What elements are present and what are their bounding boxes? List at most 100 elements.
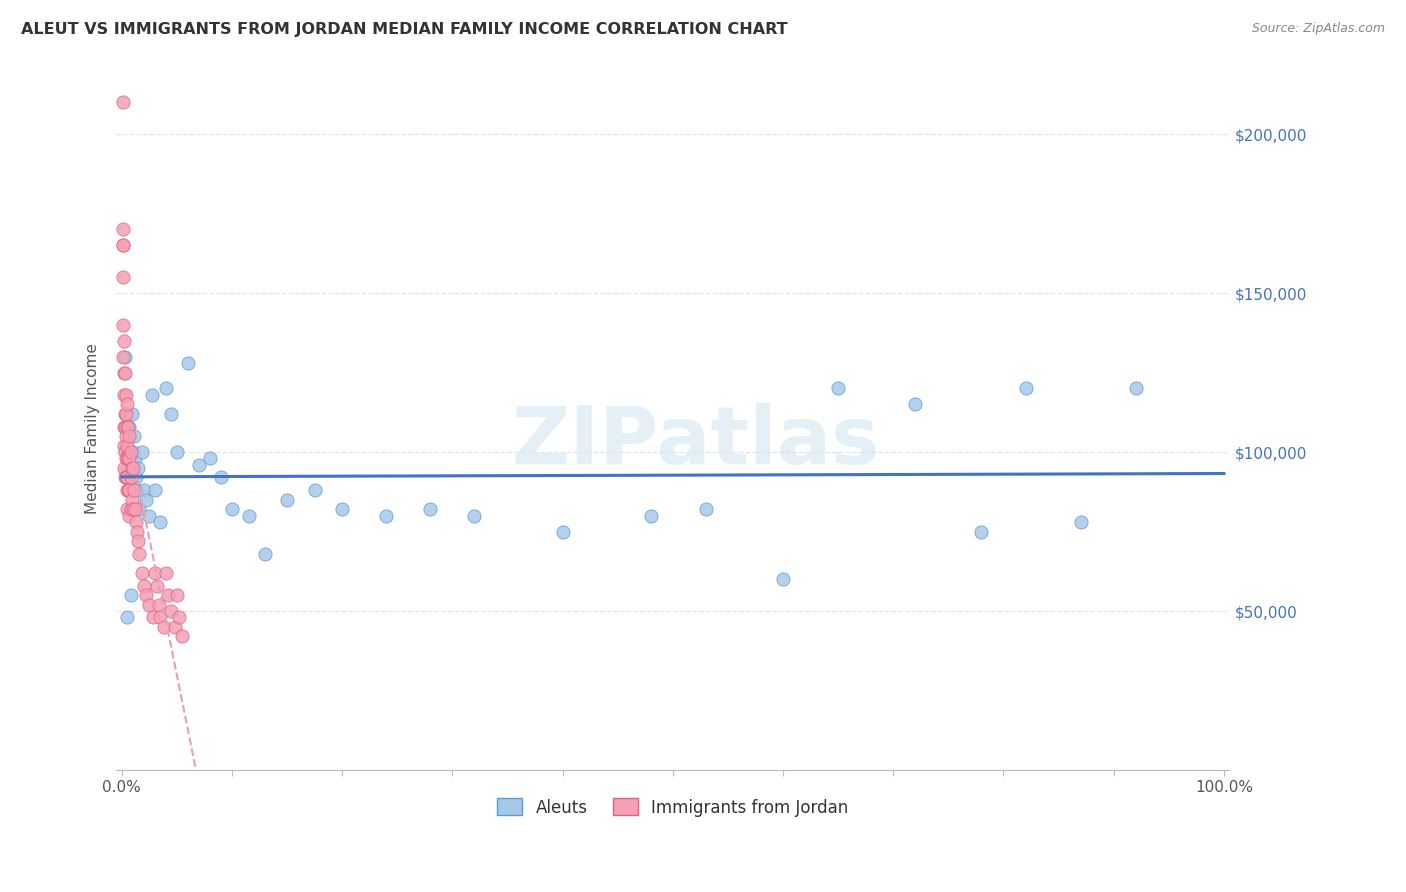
Point (127, 524, 149, 539)
Point (135, 588, 157, 602)
Point (640, 508, 662, 523)
Point (111, 318, 134, 332)
Point (117, 439, 139, 453)
Point (187, 458, 209, 472)
Point (112, 461, 135, 475)
Point (1125, 381, 1147, 395)
Point (155, 566, 177, 580)
Point (121, 502, 143, 516)
Point (172, 630, 194, 644)
Point (166, 445, 188, 459)
Point (117, 610, 139, 624)
Point (121, 407, 143, 421)
Point (904, 397, 927, 411)
Point (772, 572, 794, 586)
Point (1014, 381, 1036, 395)
Point (111, 238, 134, 252)
Point (970, 524, 993, 539)
Text: Source: ZipAtlas.com: Source: ZipAtlas.com (1251, 22, 1385, 36)
Point (117, 461, 139, 475)
Point (117, 483, 139, 498)
Point (127, 461, 149, 475)
Point (112, 222, 135, 236)
Point (115, 388, 138, 402)
Point (221, 502, 243, 516)
Point (375, 508, 398, 523)
Point (122, 483, 145, 498)
Point (120, 502, 142, 516)
Point (117, 445, 139, 459)
Point (120, 445, 142, 459)
Point (114, 350, 136, 364)
Point (160, 604, 183, 618)
Point (120, 588, 142, 602)
Point (118, 419, 141, 434)
Point (124, 502, 146, 516)
Point (111, 350, 134, 364)
Point (118, 508, 141, 523)
Point (115, 470, 138, 484)
Point (155, 381, 177, 395)
Legend: Aleuts, Immigrants from Jordan: Aleuts, Immigrants from Jordan (491, 792, 855, 823)
Point (177, 356, 200, 370)
Point (112, 419, 135, 434)
Point (111, 270, 134, 285)
Point (276, 492, 298, 507)
Point (117, 419, 139, 434)
Point (152, 620, 174, 634)
Point (112, 334, 135, 348)
Point (330, 502, 353, 516)
Point (125, 470, 148, 484)
Point (135, 492, 157, 507)
Point (166, 588, 188, 602)
Point (121, 461, 143, 475)
Point (127, 534, 149, 549)
Point (114, 407, 136, 421)
Point (198, 451, 221, 466)
Point (117, 483, 139, 498)
Point (149, 515, 172, 529)
Point (128, 502, 150, 516)
Point (551, 524, 574, 539)
Point (115, 451, 138, 466)
Point (117, 419, 139, 434)
Point (118, 429, 141, 443)
Point (115, 429, 138, 443)
Point (304, 483, 326, 498)
Y-axis label: Median Family Income: Median Family Income (86, 343, 100, 514)
Point (138, 598, 160, 612)
Point (111, 238, 134, 252)
Point (115, 407, 138, 421)
Point (1070, 515, 1092, 529)
Point (163, 620, 186, 634)
Point (419, 502, 441, 516)
Point (125, 515, 148, 529)
Point (143, 566, 166, 580)
Point (112, 388, 135, 402)
Text: ALEUT VS IMMIGRANTS FROM JORDAN MEDIAN FAMILY INCOME CORRELATION CHART: ALEUT VS IMMIGRANTS FROM JORDAN MEDIAN F… (21, 22, 787, 37)
Point (117, 397, 139, 411)
Point (122, 429, 145, 443)
Point (157, 588, 180, 602)
Point (132, 483, 155, 498)
Point (149, 610, 172, 624)
Point (132, 578, 155, 592)
Point (114, 445, 136, 459)
Point (827, 381, 849, 395)
Point (112, 439, 135, 453)
Point (254, 547, 277, 561)
Text: ZIPatlas: ZIPatlas (510, 403, 879, 481)
Point (138, 508, 160, 523)
Point (127, 483, 149, 498)
Point (695, 502, 717, 516)
Point (124, 451, 146, 466)
Point (120, 470, 142, 484)
Point (128, 547, 150, 561)
Point (117, 451, 139, 466)
Point (142, 610, 165, 624)
Point (112, 366, 135, 380)
Point (167, 610, 190, 624)
Point (238, 508, 260, 523)
Point (117, 470, 139, 484)
Point (114, 419, 136, 434)
